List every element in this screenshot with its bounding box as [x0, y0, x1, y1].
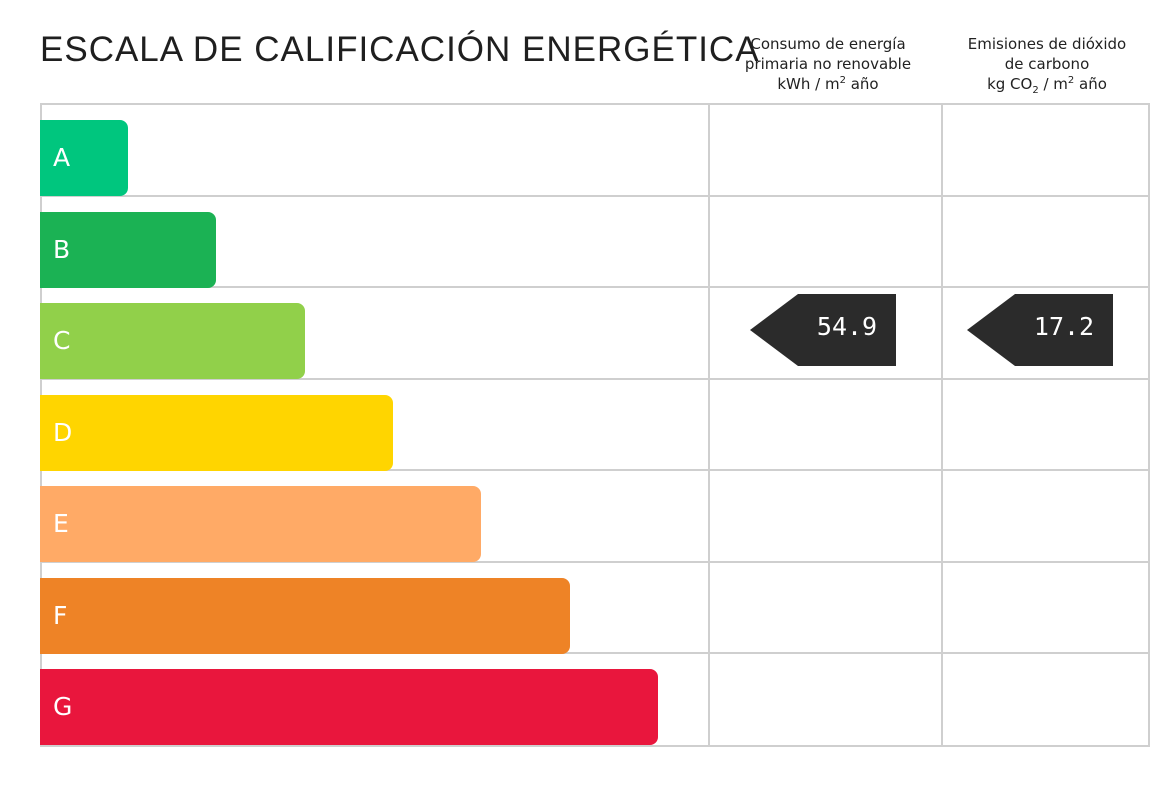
rating-bar-label: F: [53, 601, 68, 630]
co2-value-label: 17.2: [1033, 312, 1095, 341]
chart-title: ESCALA DE CALIFICACIÓN ENERGÉTICA: [40, 30, 760, 69]
rating-bar-label: G: [53, 692, 73, 721]
rating-bar-b: B: [40, 212, 216, 288]
row-divider: [40, 561, 1150, 563]
energy-unit-suffix: año: [845, 75, 879, 93]
co2-unit-prefix: kg CO: [987, 75, 1033, 93]
energy-unit-sup: 2: [839, 75, 846, 86]
row-divider: [40, 652, 1150, 654]
rating-bar-e: E: [40, 486, 481, 562]
co2-unit-sub: 2: [1032, 85, 1039, 96]
rating-bar-label: C: [53, 326, 71, 355]
row-divider: [40, 286, 1150, 288]
rating-bar-c: C: [40, 303, 305, 379]
row-divider: [40, 469, 1150, 471]
energy-unit-prefix: kWh / m: [777, 75, 840, 93]
energy-value-label: 54.9: [816, 312, 878, 341]
co2-header-line-2: de carbono: [1004, 55, 1090, 73]
co2-unit-suffix: año: [1074, 75, 1107, 93]
rating-bar-g: G: [40, 669, 658, 745]
row-divider: [40, 195, 1150, 197]
co2-header-unit: kg CO2 / m2 año: [944, 74, 1150, 96]
rating-bar-label: A: [53, 143, 71, 172]
co2-column-header: Emisiones de dióxido de carbono kg CO2 /…: [944, 34, 1150, 96]
energy-column-header: Consumo de energía primaria no renovable…: [712, 34, 944, 94]
co2-column-divider: [941, 103, 943, 747]
rating-bar-f: F: [40, 578, 570, 654]
row-divider: [40, 378, 1150, 380]
rating-bar-d: D: [40, 395, 393, 471]
energy-column-divider: [708, 103, 710, 747]
co2-header-line-1: Emisiones de dióxido: [967, 35, 1127, 53]
energy-header-line-1: Consumo de energía: [750, 35, 906, 53]
rating-bar-label: D: [53, 418, 73, 447]
rating-bar-a: A: [40, 120, 128, 196]
rating-bar-label: E: [53, 509, 69, 538]
rating-bar-label: B: [53, 235, 71, 264]
energy-header-unit: kWh / m2 año: [712, 74, 944, 94]
energy-header-line-2: primaria no renovable: [744, 55, 912, 73]
co2-unit-mid: / m: [1038, 75, 1068, 93]
co2-unit-sup: 2: [1067, 75, 1075, 86]
